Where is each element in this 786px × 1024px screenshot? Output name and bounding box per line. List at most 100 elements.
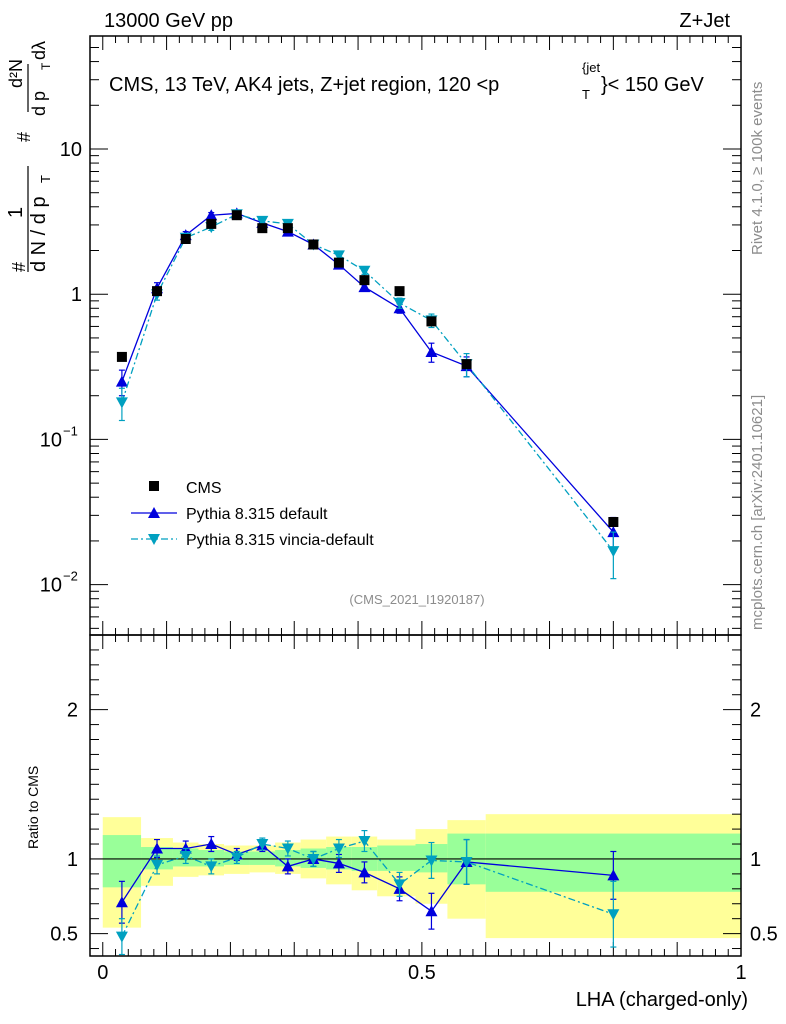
data-point xyxy=(231,210,242,221)
main-ytick-exponent: −1 xyxy=(63,423,78,438)
data-point xyxy=(307,853,320,865)
ylabel-denominator-sub: T xyxy=(38,175,53,183)
main-title: CMS, 13 TeV, AK4 jets, Z+jet region, 120… xyxy=(109,60,705,102)
data-point xyxy=(281,860,294,872)
ylabel-one: 1 xyxy=(5,207,27,218)
data-point xyxy=(256,215,269,227)
rivet-label: Rivet 4.1.0, ≥ 100k events xyxy=(749,82,766,255)
data-point xyxy=(257,223,268,234)
data-point xyxy=(358,866,371,878)
main-ytick-label: 1 xyxy=(71,284,82,306)
series-line xyxy=(121,213,614,552)
data-point xyxy=(425,855,438,867)
data-point xyxy=(332,857,345,869)
ratio-ytick-label-right: 1 xyxy=(750,849,761,871)
data-point xyxy=(205,861,218,873)
data-point xyxy=(461,359,472,370)
data-point xyxy=(151,859,164,871)
data-point xyxy=(282,223,293,234)
band-inner xyxy=(198,849,225,867)
ratio-ytick-label-right: 0.5 xyxy=(750,924,778,946)
data-point xyxy=(426,316,437,327)
header-left: 13000 GeV pp xyxy=(104,10,233,32)
main-ylabel: # 1 d N / d p T # d²N d p T dλ xyxy=(5,41,53,272)
data-point xyxy=(179,850,192,862)
legend-marker-cms xyxy=(149,481,159,491)
xtick-label: 1 xyxy=(735,962,746,984)
legend-label-cms: CMS xyxy=(186,480,222,497)
data-point xyxy=(359,275,370,286)
ylabel-hash-1: # xyxy=(9,262,29,272)
data-point xyxy=(393,297,406,309)
legend: CMS Pythia 8.315 default Pythia 8.315 vi… xyxy=(131,480,374,549)
title-suffix: }< 150 GeV xyxy=(601,74,705,96)
xtick-label: 0 xyxy=(97,962,108,984)
data-point xyxy=(425,905,438,917)
ylabel-denominator: d N / d p xyxy=(28,196,50,272)
data-point xyxy=(332,843,345,855)
main-ytick-exponent: −2 xyxy=(63,569,78,584)
ylabel-numerator: d²N xyxy=(6,59,26,88)
ratio-series xyxy=(115,829,620,956)
ratio-frame xyxy=(89,634,742,957)
mcplots-label: mcplots.cern.ch [arXiv:2401.10621] xyxy=(749,395,766,630)
ylabel-hash-2: # xyxy=(14,132,34,142)
main-series xyxy=(115,207,620,580)
ratio-axis-ticks: 0.5 0.51 12 20 0.5 1 xyxy=(50,634,778,984)
band-inner xyxy=(377,845,416,871)
band-inner xyxy=(102,835,142,888)
data-point xyxy=(358,265,371,277)
data-point xyxy=(607,869,620,881)
ratio-ytick-label: 2 xyxy=(67,700,78,722)
main-ytick-label: 10 xyxy=(40,575,62,597)
data-point xyxy=(152,286,163,297)
series-line xyxy=(121,212,614,533)
data-point xyxy=(358,281,371,293)
ratio-ytick-label: 0.5 xyxy=(50,924,78,946)
data-point xyxy=(151,842,164,854)
ratio-ytick-label-right: 2 xyxy=(750,700,761,722)
legend-marker-vincia xyxy=(148,534,160,545)
data-point xyxy=(115,896,128,908)
title-sub: T xyxy=(582,87,590,102)
data-point xyxy=(116,351,127,362)
data-point xyxy=(460,856,473,868)
data-point xyxy=(256,839,269,851)
band-inner xyxy=(275,849,301,867)
data-point xyxy=(230,852,243,864)
watermark: (CMS_2021_I1920187) xyxy=(349,592,484,607)
data-point xyxy=(333,257,344,268)
main-ytick-label: 10 xyxy=(40,429,62,451)
data-point xyxy=(115,931,128,943)
title-sup: {jet xyxy=(582,60,600,75)
header-right: Z+Jet xyxy=(679,10,730,32)
data-point xyxy=(607,546,620,558)
series-line xyxy=(121,843,614,913)
ylabel-frac-den: d p xyxy=(29,91,49,116)
legend-label-vincia: Pythia 8.315 vincia-default xyxy=(186,532,374,549)
legend-marker-default xyxy=(148,507,160,518)
data-point xyxy=(205,209,218,221)
data-point xyxy=(607,909,620,921)
ylabel-dlambda: dλ xyxy=(29,41,49,60)
title-prefix: CMS, 13 TeV, AK4 jets, Z+jet region, 120… xyxy=(109,74,499,96)
ratio-ylabel: Ratio to CMS xyxy=(25,766,41,849)
data-point xyxy=(393,879,406,891)
data-point xyxy=(608,517,619,528)
legend-label-default: Pythia 8.315 default xyxy=(186,506,328,523)
ratio-ytick-label: 1 xyxy=(67,849,78,871)
series-line xyxy=(121,840,614,937)
data-point xyxy=(394,286,405,297)
band-inner xyxy=(249,851,276,865)
data-point xyxy=(180,234,191,245)
data-point xyxy=(206,218,217,229)
xlabel: LHA (charged-only) xyxy=(576,989,748,1011)
data-point xyxy=(425,345,438,357)
data-point xyxy=(115,375,128,387)
data-point xyxy=(308,239,319,250)
data-point xyxy=(358,836,371,848)
xtick-label: 0.5 xyxy=(408,962,436,984)
ylabel-frac-den-sub: T xyxy=(39,62,53,70)
